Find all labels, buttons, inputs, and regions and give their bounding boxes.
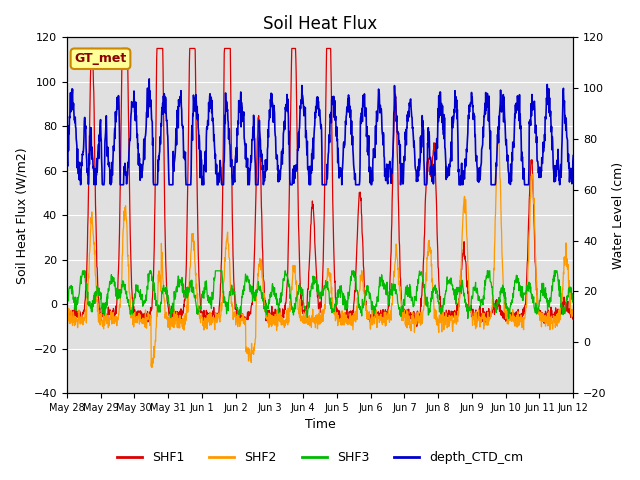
Title: Soil Heat Flux: Soil Heat Flux [263,15,377,33]
SHF1 [88,46,95,51]
depth_CTD_cm [352,182,360,188]
SHF3 [278,292,286,298]
SHF2 [102,314,110,320]
SHF1 [278,315,286,321]
depth_CTD_cm [77,182,84,188]
SHF2 [63,312,70,318]
SHF2 [278,322,286,328]
SHF2 [148,365,156,371]
SHF3 [570,296,577,302]
SHF1 [413,324,420,329]
depth_CTD_cm [102,113,110,119]
SHF1 [123,46,131,51]
SHF3 [464,315,472,321]
SHF2 [570,309,577,315]
SHF3 [298,289,305,295]
depth_CTD_cm [63,161,70,167]
SHF2 [351,308,359,314]
depth_CTD_cm [289,167,297,172]
SHF2 [123,217,131,223]
Line: SHF2: SHF2 [67,138,573,368]
SHF3 [289,304,296,310]
SHF1 [298,302,305,308]
depth_CTD_cm [123,175,131,181]
Y-axis label: Water Level (cm): Water Level (cm) [612,162,625,269]
depth_CTD_cm [570,153,577,158]
SHF2 [298,314,305,320]
SHF3 [351,278,359,284]
SHF1 [289,46,296,51]
SHF3 [80,268,88,274]
SHF1 [102,312,110,318]
SHF2 [495,135,502,141]
Line: depth_CTD_cm: depth_CTD_cm [67,79,573,185]
SHF1 [570,313,577,319]
SHF3 [63,296,70,302]
SHF3 [123,295,131,301]
Text: GT_met: GT_met [74,52,127,65]
Line: SHF1: SHF1 [67,48,573,326]
Line: SHF3: SHF3 [67,271,573,318]
SHF2 [289,277,296,283]
SHF3 [102,304,110,310]
Legend: SHF1, SHF2, SHF3, depth_CTD_cm: SHF1, SHF2, SHF3, depth_CTD_cm [112,446,528,469]
SHF1 [351,287,359,293]
depth_CTD_cm [145,76,153,82]
depth_CTD_cm [278,161,286,167]
depth_CTD_cm [298,83,306,88]
Y-axis label: Soil Heat Flux (W/m2): Soil Heat Flux (W/m2) [15,147,28,284]
SHF1 [63,308,70,314]
X-axis label: Time: Time [305,419,335,432]
